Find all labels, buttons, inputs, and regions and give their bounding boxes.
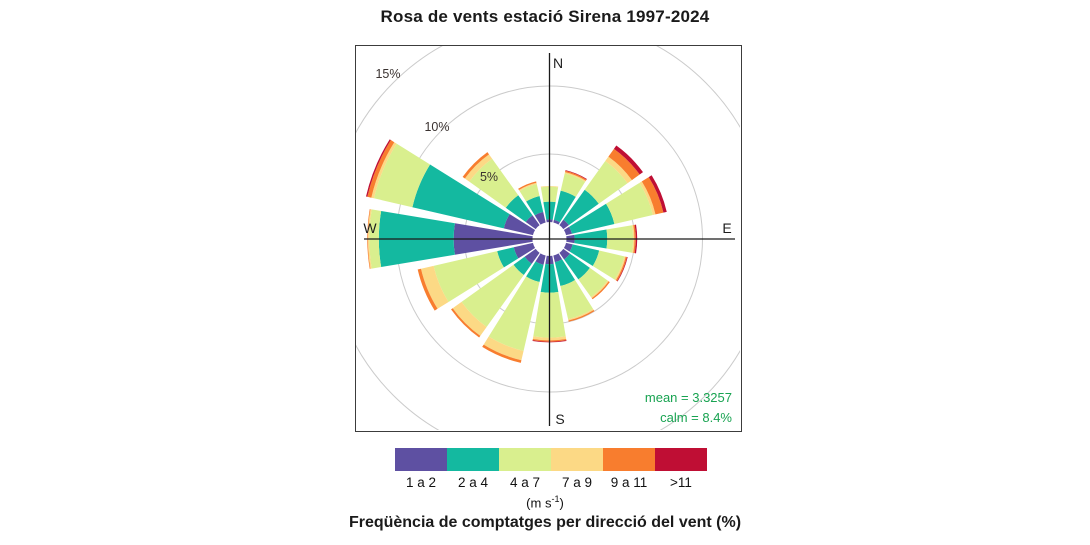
petal-SW-bin-9a11 (451, 308, 481, 338)
calm-annotation: calm = 8.4% (660, 410, 732, 425)
compass-label-west: W (363, 220, 377, 236)
legend-label-4a7: 4 a 7 (509, 475, 541, 490)
petal-NNW-bin-4a7 (519, 184, 540, 202)
petal-NNW-bin-9a11 (518, 181, 537, 190)
petal-SSW-bin-9a11 (482, 344, 522, 363)
petal-WNW-bin-4a7 (373, 143, 431, 208)
legend-units-label: (m s-1) (526, 494, 564, 511)
petal-NE-bin-9a11 (608, 148, 640, 181)
petal-ENE-bin-1a2 (563, 226, 573, 236)
petal-SSE-bin-7a9 (568, 308, 594, 321)
petal-W-bin-9a11 (367, 209, 371, 269)
chart-caption: Freqüència de comptatges per direcció de… (348, 514, 742, 531)
petal-NNW-bin-1a2 (534, 211, 546, 225)
petal-NE-bin-2a4 (563, 189, 599, 226)
speed-legend (395, 448, 707, 471)
petal-NE-bin-7a9 (605, 156, 632, 184)
petal-W-bin-7a9 (367, 209, 372, 269)
petal-WNW-bin->11 (366, 139, 391, 197)
petal-SW-bin-4a7 (461, 264, 524, 327)
ring-tick-15pct: 15% (375, 67, 401, 81)
legend-swatch-2a4 (447, 448, 499, 471)
petal-SSE-bin-2a4 (554, 259, 576, 287)
petal-ENE-bin-4a7 (606, 182, 653, 224)
petal-NE-bin->11 (613, 145, 643, 175)
petal-NNE-bin-2a4 (553, 190, 576, 223)
petal-WSW-bin-9a11 (417, 268, 438, 311)
legend-swatch-1a2 (395, 448, 447, 471)
petal-NNW-bin-2a4 (526, 195, 544, 216)
petal-WNW-bin-9a11 (367, 140, 395, 198)
ring-tick-5pct: 5% (479, 170, 499, 184)
petal-NE-bin-4a7 (584, 160, 628, 204)
petal-NNE-bin-7a9 (564, 172, 586, 182)
legend-swatch-7a9 (551, 448, 603, 471)
compass-label-east: E (722, 220, 732, 236)
legend-label-gt11: >11 (670, 475, 692, 490)
petal-SSW-bin-4a7 (488, 276, 540, 351)
petal-SW-bin-2a4 (513, 256, 532, 275)
petal-SE-bin-9a11 (591, 281, 610, 300)
petal-NNW-bin-7a9 (518, 182, 537, 192)
petal-N-bin-7a9 (540, 185, 559, 188)
legend-label-1a2: 1 a 2 (405, 475, 437, 490)
petal-WNW-bin-1a2 (503, 214, 536, 236)
petal-WSW-bin-7a9 (420, 265, 449, 309)
legend-swatch-9a11 (603, 448, 655, 471)
plot-area: N E S W 5% 10% 15% mean = 3.3257 calm = … (355, 45, 742, 432)
petal-SW-bin-1a2 (524, 248, 540, 264)
petal-NW-bin-2a4 (505, 195, 533, 222)
legend-swatch-4a7 (499, 448, 551, 471)
legend-label-7a9: 7 a 9 (561, 475, 593, 490)
petal-S-bin->11 (532, 340, 567, 343)
petal-ESE-bin-1a2 (563, 242, 573, 252)
petal-WSW-bin-1a2 (513, 242, 536, 259)
petal-SE-bin-7a9 (591, 280, 609, 299)
petal-WSW-bin-4a7 (433, 251, 504, 302)
petal-ENE-bin-2a4 (569, 203, 615, 234)
legend-label-9a11: 9 a 11 (610, 475, 648, 490)
petal-SSW-bin-2a4 (526, 261, 544, 283)
mean-annotation: mean = 3.3257 (644, 390, 732, 405)
petal-NW-bin-9a11 (462, 152, 490, 179)
petal-ESE-bin-4a7 (592, 250, 625, 280)
legend-label-2a4: 2 a 4 (457, 475, 489, 490)
legend-swatch-gt11 (655, 448, 707, 471)
petal-SE-bin-2a4 (564, 253, 590, 280)
petal-SE-bin-1a2 (559, 248, 570, 260)
petal-NNE-bin-4a7 (560, 173, 586, 197)
petal-ESE-bin-9a11 (615, 256, 628, 282)
petal-NNE-bin-1a2 (553, 219, 560, 225)
petal-ENE-bin-7a9 (639, 181, 656, 216)
speed-legend-labels: 1 a 2 2 a 4 4 a 7 7 a 9 9 a 11 >11 (395, 475, 707, 490)
petal-WSW-bin-2a4 (497, 247, 519, 268)
ring-tick-10pct: 10% (424, 120, 450, 134)
petal-ENE-bin->11 (648, 175, 667, 213)
petal-ESE-bin-7a9 (614, 256, 626, 281)
petal-SE-bin-4a7 (578, 267, 608, 298)
petal-SSW-bin-1a2 (535, 253, 546, 265)
petal-NW-bin-4a7 (469, 158, 519, 208)
petal-NNE-bin->11 (565, 170, 587, 180)
petal-NW-bin-7a9 (464, 154, 493, 182)
petal-NE-bin-1a2 (559, 219, 569, 230)
petal-ESE-bin-2a4 (569, 244, 600, 266)
petal-SW-bin-7a9 (452, 301, 487, 336)
wind-rose-svg (356, 46, 740, 430)
chart-title: Rosa de vents estació Sirena 1997-2024 (380, 7, 710, 26)
compass-label-south: S (555, 411, 565, 427)
petal-SSE-bin-4a7 (560, 279, 594, 320)
petal-WNW-bin-2a4 (412, 164, 510, 229)
petal-NNE-bin-9a11 (565, 170, 587, 181)
petal-SSE-bin-1a2 (553, 253, 563, 263)
petal-S-bin-9a11 (532, 338, 567, 342)
petal-NW-bin-1a2 (525, 215, 540, 230)
petal-SSE-bin-9a11 (568, 309, 595, 322)
compass-label-north: N (552, 55, 564, 71)
petal-WNW-bin-7a9 (371, 142, 397, 199)
petal-SSW-bin-7a9 (483, 336, 524, 361)
petal-ENE-bin-9a11 (641, 177, 664, 215)
petal-ESE-bin->11 (617, 256, 628, 282)
